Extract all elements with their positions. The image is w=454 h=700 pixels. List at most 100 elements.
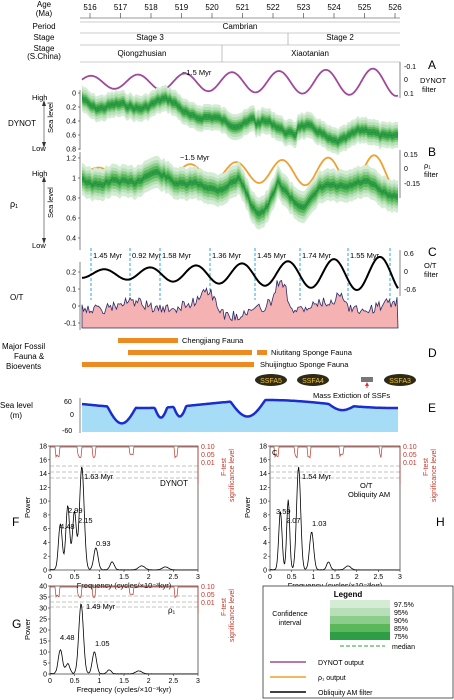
ot-tick-label: 0: [72, 304, 76, 311]
age-tick-label: 522: [266, 3, 280, 12]
legend-ci-75: 75%: [394, 634, 408, 641]
spectrum-g: 0 5 10 15 20 25 30 35 40 0 0.5 1 1.5 2 2.5 3 Frequency (…: [23, 584, 236, 695]
legend-ci-1: Confidence: [272, 611, 308, 618]
b-right-label-2: filter: [424, 170, 439, 179]
dynot-sea-level: Sea level: [46, 102, 55, 133]
spec-y-label: Power: [243, 496, 252, 518]
age-tick-label: 516: [83, 3, 97, 12]
sea-level-label-2: (m): [10, 411, 22, 420]
period-label: Period: [32, 22, 55, 31]
spec-y-tick: 10: [39, 650, 47, 657]
fauna-title-2: Fauna &: [14, 352, 45, 361]
dynot-median: [81, 97, 399, 143]
c-period-label: 1.45 Myr: [93, 251, 123, 260]
spec-y-tick: 2: [263, 554, 267, 561]
c-period-label: 1.55 Myr: [350, 251, 380, 260]
spec-ftest-1: F-test: [221, 458, 228, 476]
g-peak-3: 1.05: [95, 639, 110, 648]
legend-dynot: DYNOT output: [318, 660, 364, 667]
c-period-label: 0.92 Myr: [132, 251, 162, 260]
spec-ftest-2: significance level: [431, 449, 438, 502]
extinction-marker: [361, 377, 373, 382]
spec-x-tick: 1.5: [119, 574, 129, 581]
ssfa5: SSFA5: [255, 374, 287, 386]
f-peak-5: 0.93: [96, 539, 111, 548]
svg-text:SSFA4: SSFA4: [302, 378, 324, 385]
stage-2: Stage 2: [326, 33, 354, 42]
rho-ticks: 1.2 1 0.8 0.6 0.4: [66, 156, 80, 243]
spec-sig-tick: 0.10: [403, 444, 417, 451]
spec-y-tick: 35: [39, 595, 47, 602]
fauna-title-3: Bioevents: [6, 362, 41, 371]
spec-x-tick: 2.5: [168, 574, 178, 581]
shuijingtuo-label: Shuijingtuo Sponge Fauna: [260, 360, 349, 369]
age-tick-label: 523: [297, 3, 311, 12]
panel-d: Major Fossil Fauna & Bioevents Chengjian…: [2, 336, 437, 400]
spec-y-tick: 4: [43, 540, 47, 547]
h-peak-1: 3.59: [276, 507, 291, 516]
spec-y-tick: 30: [39, 606, 47, 613]
spec-x-tick: 1: [97, 678, 101, 685]
spec-sig-tick: 0.01: [403, 460, 417, 467]
f-peak-3: 2.15: [78, 516, 93, 525]
b-right-label-1: ρ₁: [424, 161, 431, 170]
svg-text:SSFA5: SSFA5: [260, 378, 282, 385]
ot-tick-label: 0.2: [66, 270, 76, 277]
spec-y-tick: 14: [259, 471, 267, 478]
c-tick-1: 0.6: [404, 251, 414, 258]
spec-x-tick: 0: [48, 574, 52, 581]
c-period-label: 1.36 Myr: [212, 251, 242, 260]
panel-g-letter: G: [12, 617, 21, 631]
ot-tick-label: 0.1: [66, 287, 76, 294]
ot-ticks: 0.2 0.1 0 -0.1: [64, 270, 80, 328]
panel-a: ~1.5 Myr -0.1 0 0.1 DYNOT filter A: [81, 58, 447, 98]
dynot-confidence-band: [82, 84, 398, 156]
rho-sea-level: Sea level: [46, 187, 55, 218]
svg-text:SSFA3: SSFA3: [389, 378, 411, 385]
power-spectrum: [269, 466, 400, 571]
a-tick-1: -0.1: [404, 64, 416, 71]
age-tick-label: 520: [205, 3, 219, 12]
spec-sig-tick: 0.10: [201, 584, 215, 591]
dynot-ticks: 0 0.2 0.4 0.6 0.8: [66, 91, 80, 154]
spectrum-h: 0 2 4 6 8 10 12 14 16 18 0 0.5 1 1.5 2 2.5 3 Frequency (c…: [243, 444, 438, 591]
spec-x-tick: 2.5: [168, 678, 178, 685]
legend: Legend Confidence interval 97.5% 95% 90%…: [262, 585, 454, 699]
g-name: ρ₁: [168, 606, 176, 615]
rho-low: Low: [32, 241, 46, 250]
h-peak-3: 1.54 Myr: [302, 472, 332, 481]
c-period-label: 1.45 Myr: [257, 251, 287, 260]
b-tick-2: 0: [404, 166, 408, 173]
rho-confidence-band: [82, 155, 398, 230]
rho-panel: 1.2 1 0.8 0.6 0.4 ρ₁ High Low Sea level: [10, 152, 399, 250]
rho-tick-label: 0.6: [66, 216, 76, 223]
spec-y-tick: 0: [43, 672, 47, 679]
c-period-label: 1.74 Myr: [302, 251, 332, 260]
age-tick-label: 525: [358, 3, 372, 12]
rho-tick-label: 0.8: [66, 196, 76, 203]
spec-y-tick: 10: [39, 499, 47, 506]
ot-tick-label: -0.1: [64, 321, 76, 328]
panel-h-letter: H: [436, 515, 445, 529]
spec-y-tick: 12: [259, 485, 267, 492]
legend-rho: ρ₁ output: [318, 675, 346, 682]
panel-a-letter: A: [428, 58, 436, 72]
spectrum-f: 0 2 4 6 8 10 12 14 16 18 0 0.5 1 1.5 2 2.5 3 Frequency (c…: [23, 444, 236, 591]
spec-ftest-1: F-test: [221, 598, 228, 616]
spec-corner: C: [272, 448, 278, 457]
spec-y-tick: 6: [263, 526, 267, 533]
spec-x-tick: 0.5: [70, 574, 80, 581]
age-tick-label: 518: [144, 3, 158, 12]
panel-b-annotation: ~1.5 Myr: [180, 153, 210, 162]
c-right-label-1: O/T: [424, 261, 437, 270]
a-right-label-2: filter: [422, 85, 437, 94]
power-spectrum: [49, 603, 198, 675]
stage-3: Stage 3: [136, 33, 164, 42]
dynot-tick-label: 0.8: [66, 147, 76, 154]
a-tick-2: 0: [404, 77, 408, 84]
spec-x-tick: 3: [398, 574, 402, 581]
age-tick-label: 517: [114, 3, 128, 12]
rho-high: High: [32, 169, 47, 178]
legend-ci-95: 95%: [394, 610, 408, 617]
extinction-label: Mass Extiction of SSFs: [313, 391, 390, 400]
